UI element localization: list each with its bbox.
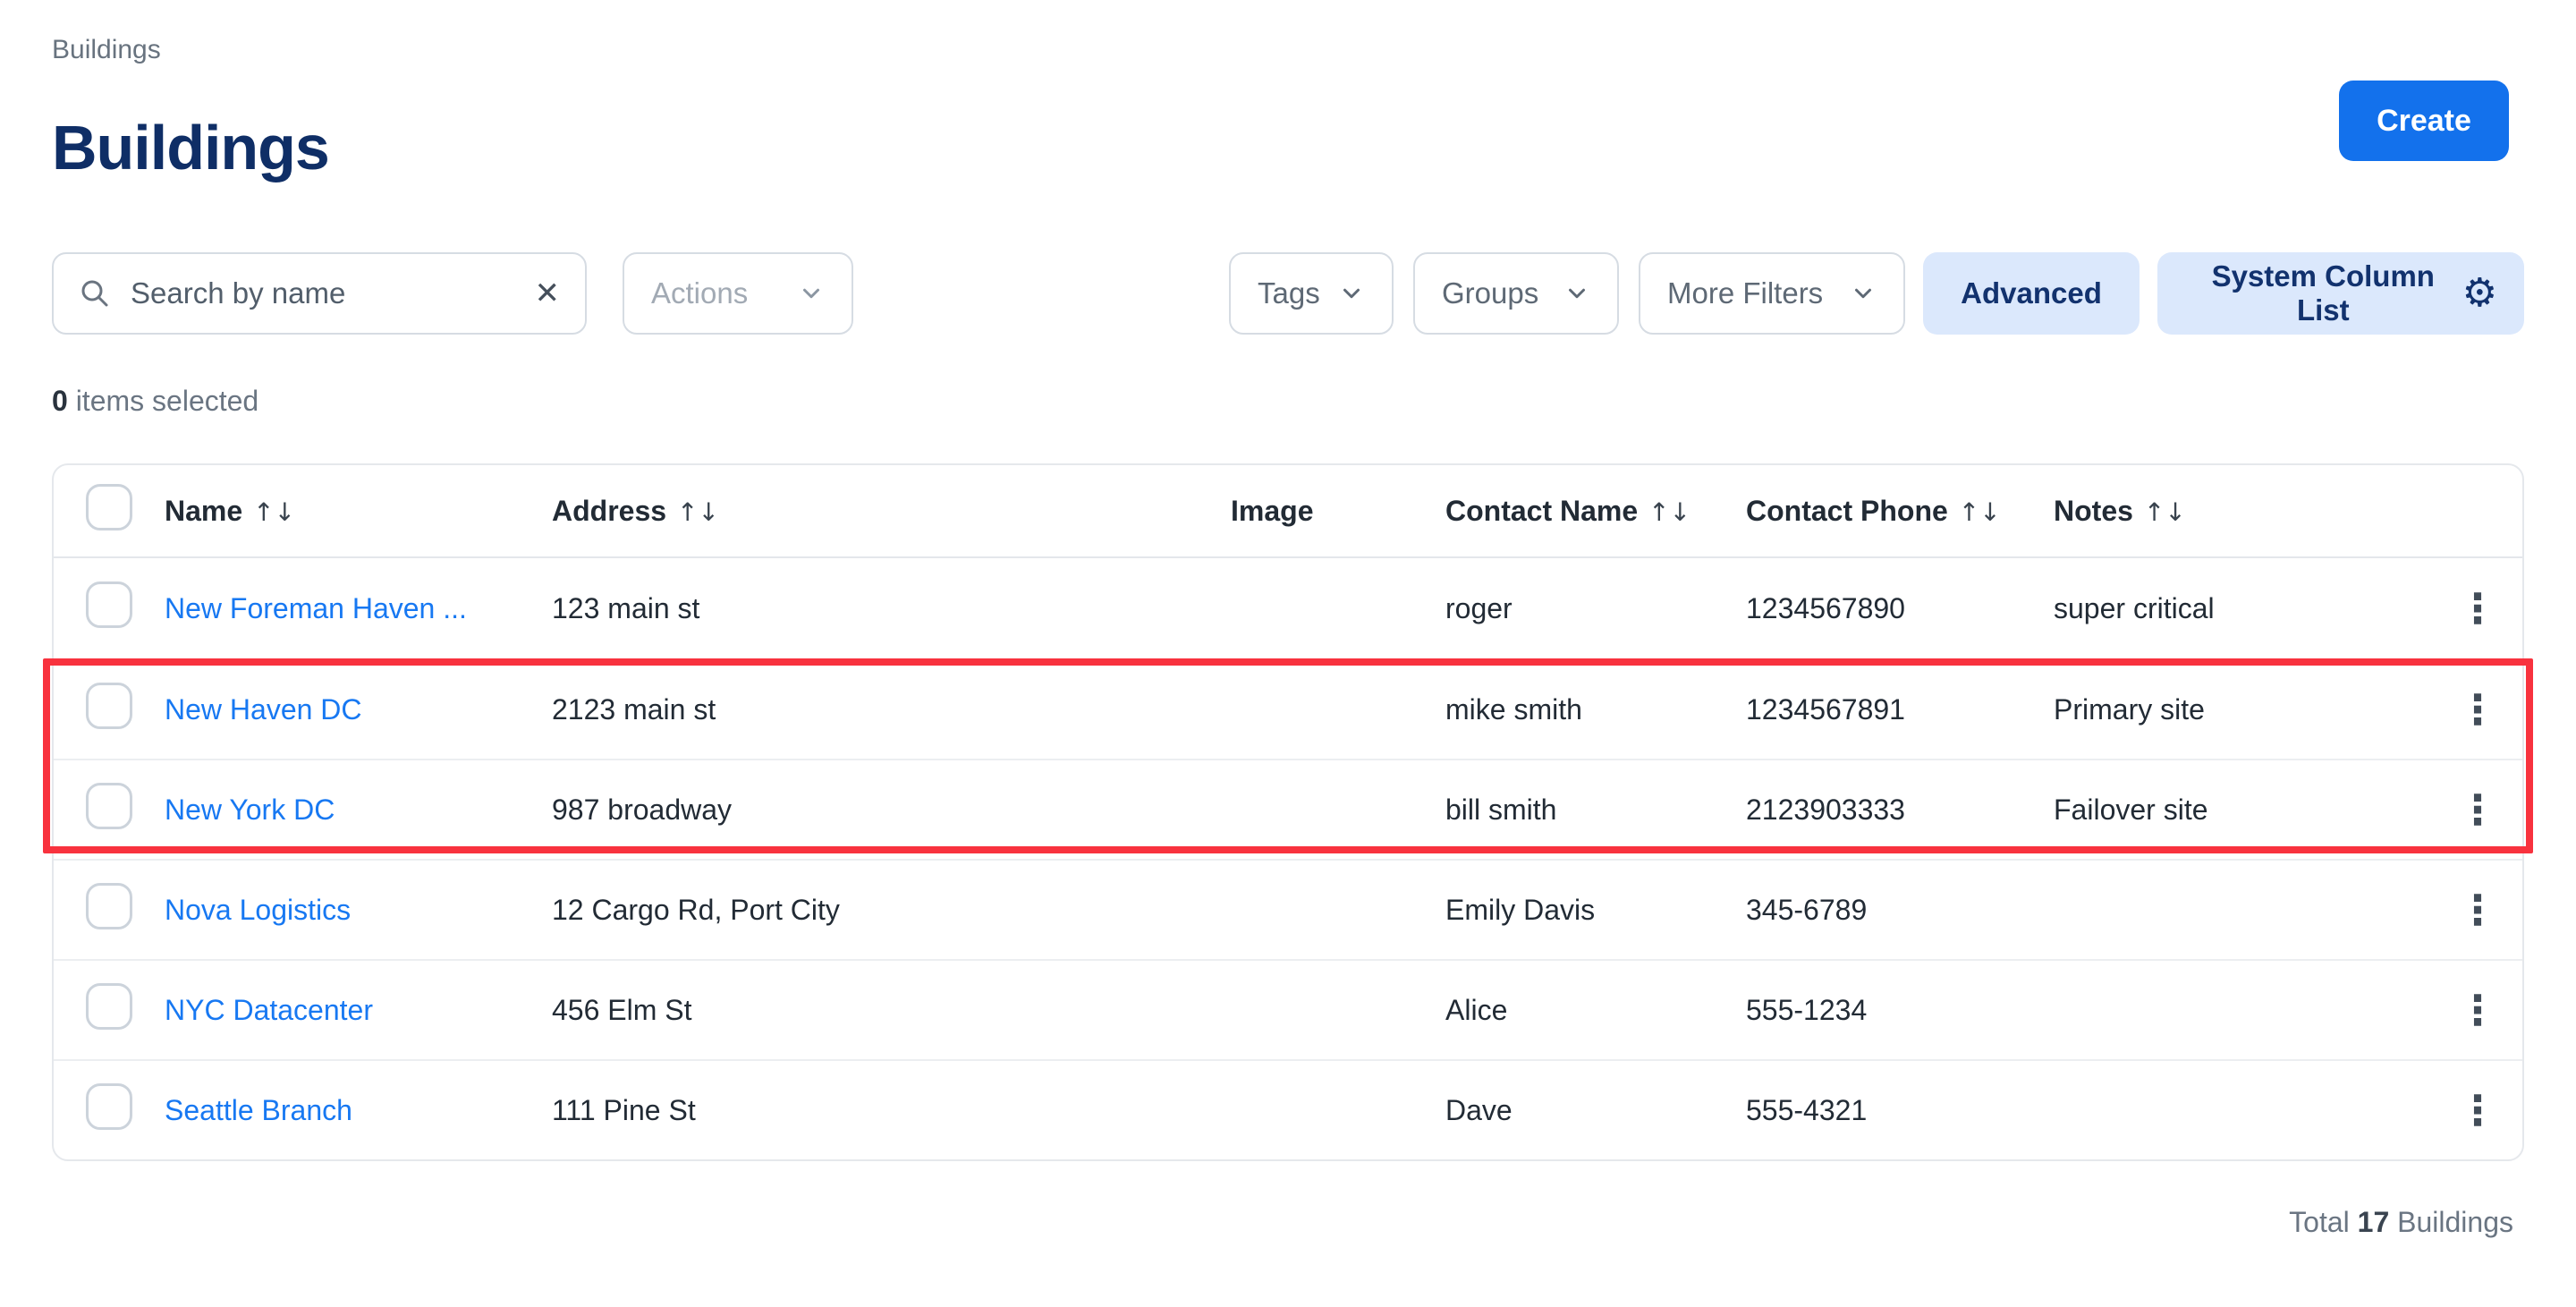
column-header-label: Contact Name xyxy=(1445,494,1639,527)
kebab-menu-icon[interactable]: ⋮ xyxy=(2457,789,2498,830)
column-header-label: Notes xyxy=(2054,494,2133,527)
page-title: Buildings xyxy=(52,113,330,182)
building-name-link[interactable]: New Haven DC xyxy=(165,692,362,726)
column-header-name[interactable]: Name ↑↓ xyxy=(165,495,552,528)
kebab-menu-icon[interactable]: ⋮ xyxy=(2457,588,2498,629)
chevron-down-icon xyxy=(803,288,819,299)
notes-cell: Primary site xyxy=(2054,692,2205,726)
contact-phone-cell: 1234567891 xyxy=(1746,692,1905,726)
table-row: Nova Logistics 12 Cargo Rd, Port City Em… xyxy=(54,859,2522,959)
chevron-down-icon xyxy=(1569,288,1585,299)
sort-icon[interactable]: ↑↓ xyxy=(1648,496,1691,527)
address-cell: 12 Cargo Rd, Port City xyxy=(552,893,840,926)
building-name-link[interactable]: New Foreman Haven ... xyxy=(165,591,467,624)
contact-name-cell: Alice xyxy=(1445,993,1508,1026)
column-header-label: Name xyxy=(165,494,243,527)
column-header-label: Contact Phone xyxy=(1746,494,1948,527)
sort-icon[interactable]: ↑↓ xyxy=(253,496,296,527)
contact-name-cell: mike smith xyxy=(1445,692,1582,726)
gear-icon: ⚙ xyxy=(2462,270,2497,316)
contact-phone-cell: 345-6789 xyxy=(1746,893,1868,926)
clear-search-icon[interactable]: ✕ xyxy=(534,276,561,311)
contact-phone-cell: 2123903333 xyxy=(1746,793,1905,826)
total-number: 17 xyxy=(2357,1206,2390,1238)
search-icon xyxy=(81,280,108,307)
contact-name-cell: Emily Davis xyxy=(1445,893,1596,926)
address-cell: 2123 main st xyxy=(552,692,716,726)
building-name-link[interactable]: NYC Datacenter xyxy=(165,993,373,1026)
chevron-down-icon xyxy=(1855,288,1871,299)
groups-filter-dropdown[interactable]: Groups xyxy=(1413,252,1619,335)
column-header-contact-phone[interactable]: Contact Phone ↑↓ xyxy=(1746,495,2054,528)
tags-filter-label: Tags xyxy=(1258,276,1320,310)
tags-filter-dropdown[interactable]: Tags xyxy=(1229,252,1394,335)
selection-count: 0 xyxy=(52,385,68,417)
create-button[interactable]: Create xyxy=(2339,81,2509,161)
system-column-list-button[interactable]: System Column List ⚙ xyxy=(2157,252,2524,335)
table-body: New Foreman Haven ... 123 main st roger … xyxy=(54,558,2522,1159)
chevron-down-icon xyxy=(1343,288,1360,299)
building-name-link[interactable]: New York DC xyxy=(165,793,335,826)
address-cell: 456 Elm St xyxy=(552,993,692,1026)
contact-phone-cell: 555-4321 xyxy=(1746,1093,1868,1126)
table-header-row: Name ↑↓ Address ↑↓ Image Contact Name ↑↓ Co… xyxy=(54,465,2522,558)
sort-icon[interactable]: ↑↓ xyxy=(677,496,719,527)
table-row: New York DC 987 broadway bill smith 2123… xyxy=(54,759,2522,859)
contact-phone-cell: 1234567890 xyxy=(1746,591,1905,624)
kebab-menu-icon[interactable]: ⋮ xyxy=(2457,1090,2498,1131)
contact-name-cell: Dave xyxy=(1445,1093,1513,1126)
table-row: New Haven DC 2123 main st mike smith 123… xyxy=(54,658,2522,759)
row-checkbox[interactable] xyxy=(86,1083,132,1130)
address-cell: 111 Pine St xyxy=(552,1093,696,1126)
page-content: Buildings Buildings Create ✕ Actions Tag… xyxy=(52,0,2524,1239)
address-cell: 123 main st xyxy=(552,591,700,624)
actions-dropdown[interactable]: Actions xyxy=(623,252,853,335)
column-header-notes[interactable]: Notes ↑↓ xyxy=(2054,495,2433,528)
contact-phone-cell: 555-1234 xyxy=(1746,993,1868,1026)
kebab-menu-icon[interactable]: ⋮ xyxy=(2457,989,2498,1031)
total-prefix: Total xyxy=(2289,1206,2350,1238)
breadcrumb[interactable]: Buildings xyxy=(52,35,161,64)
building-name-link[interactable]: Nova Logistics xyxy=(165,893,352,926)
actions-dropdown-label: Actions xyxy=(651,276,749,310)
contact-name-cell: bill smith xyxy=(1445,793,1557,826)
column-header-address[interactable]: Address ↑↓ xyxy=(552,495,1231,528)
kebab-menu-icon[interactable]: ⋮ xyxy=(2457,889,2498,930)
more-filters-dropdown[interactable]: More Filters xyxy=(1639,252,1905,335)
notes-cell: Failover site xyxy=(2054,793,2208,826)
total-suffix: Buildings xyxy=(2397,1206,2513,1238)
selection-status: 0 items selected xyxy=(52,383,2524,419)
total-count: Total 17 Buildings xyxy=(52,1206,2524,1239)
column-header-label: Address xyxy=(552,494,667,527)
select-all-checkbox[interactable] xyxy=(86,484,132,530)
row-checkbox[interactable] xyxy=(86,983,132,1030)
row-checkbox[interactable] xyxy=(86,883,132,929)
table-row: New Foreman Haven ... 123 main st roger … xyxy=(54,558,2522,658)
sort-icon[interactable]: ↑↓ xyxy=(2143,496,2186,527)
groups-filter-label: Groups xyxy=(1442,276,1539,310)
column-header-label: Image xyxy=(1231,494,1314,527)
sort-icon[interactable]: ↑↓ xyxy=(1958,496,2001,527)
notes-cell: super critical xyxy=(2054,591,2215,624)
advanced-button[interactable]: Advanced xyxy=(1923,252,2140,335)
row-checkbox[interactable] xyxy=(86,683,132,729)
buildings-table: Name ↑↓ Address ↑↓ Image Contact Name ↑↓ Co… xyxy=(52,463,2524,1161)
table-row: NYC Datacenter 456 Elm St Alice 555-1234… xyxy=(54,959,2522,1059)
selection-label: items selected xyxy=(75,385,259,417)
column-header-contact-name[interactable]: Contact Name ↑↓ xyxy=(1445,495,1746,528)
toolbar: ✕ Actions Tags Groups More Filters xyxy=(52,252,2524,335)
row-checkbox[interactable] xyxy=(86,783,132,829)
building-name-link[interactable]: Seattle Branch xyxy=(165,1093,352,1126)
column-header-image: Image xyxy=(1231,495,1445,528)
address-cell: 987 broadway xyxy=(552,793,733,826)
table-row: Seattle Branch 111 Pine St Dave 555-4321… xyxy=(54,1059,2522,1159)
system-column-list-label: System Column List xyxy=(2211,259,2435,327)
contact-name-cell: roger xyxy=(1445,591,1513,624)
row-checkbox[interactable] xyxy=(86,581,132,628)
more-filters-label: More Filters xyxy=(1667,276,1824,310)
search-input[interactable] xyxy=(131,276,515,310)
search-box[interactable]: ✕ xyxy=(52,252,587,335)
kebab-menu-icon[interactable]: ⋮ xyxy=(2457,689,2498,730)
